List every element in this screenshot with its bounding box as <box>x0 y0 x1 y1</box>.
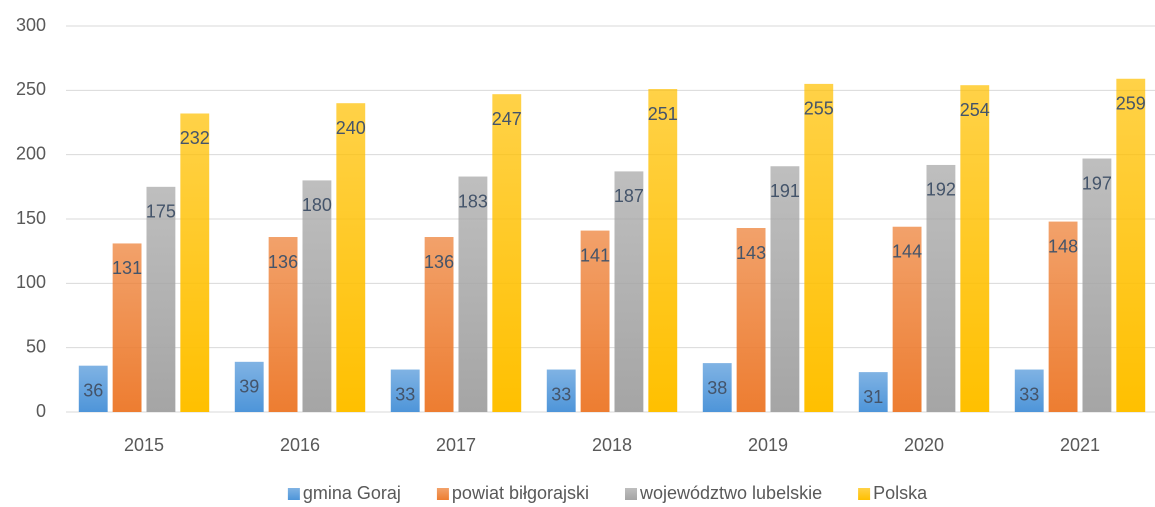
bar <box>1082 158 1112 412</box>
data-label: 144 <box>892 241 922 261</box>
bar <box>424 237 454 412</box>
y-tick-label: 300 <box>16 15 46 35</box>
bar <box>736 228 766 412</box>
data-label: 192 <box>926 180 956 200</box>
x-tick-label: 2021 <box>1060 435 1100 455</box>
bar <box>336 103 366 412</box>
data-label: 191 <box>770 181 800 201</box>
data-label: 187 <box>614 186 644 206</box>
y-tick-label: 50 <box>26 336 46 356</box>
legend-label: gmina Goraj <box>303 483 401 503</box>
y-tick-label: 150 <box>16 208 46 228</box>
legend-label: powiat biłgorajski <box>452 483 589 503</box>
x-tick-label: 2018 <box>592 435 632 455</box>
legend-swatch <box>625 488 637 500</box>
data-label: 33 <box>551 384 571 404</box>
bar <box>302 180 332 412</box>
bar <box>580 230 610 412</box>
x-tick-label: 2020 <box>904 435 944 455</box>
bar <box>234 361 264 412</box>
legend-swatch <box>287 488 300 500</box>
data-label: 39 <box>239 377 259 397</box>
bar <box>146 186 176 412</box>
bar <box>458 176 488 412</box>
data-label: 38 <box>707 378 727 398</box>
bar <box>804 83 834 413</box>
bar <box>546 369 576 412</box>
bar <box>78 365 108 412</box>
data-label: 36 <box>83 380 103 400</box>
y-tick-label: 0 <box>36 401 46 421</box>
data-label: 131 <box>112 258 142 278</box>
bar <box>492 94 522 413</box>
bar <box>112 243 142 412</box>
data-label: 255 <box>804 99 834 119</box>
legend-swatch <box>858 488 871 500</box>
data-label: 197 <box>1082 173 1112 193</box>
data-label: 232 <box>180 128 210 148</box>
y-tick-label: 250 <box>16 79 46 99</box>
data-label: 143 <box>736 243 766 263</box>
y-tick-label: 100 <box>16 272 46 292</box>
data-label: 180 <box>302 195 332 215</box>
bar <box>180 113 210 412</box>
data-label: 247 <box>492 109 522 129</box>
y-tick-label: 200 <box>16 143 46 163</box>
data-label: 31 <box>863 387 883 407</box>
bar <box>268 237 298 412</box>
data-label: 33 <box>395 384 415 404</box>
x-tick-label: 2015 <box>124 435 164 455</box>
legend: gmina Goraj powiat biłgorajski województwo… <box>287 483 928 503</box>
data-label: 148 <box>1048 236 1078 256</box>
bar <box>390 369 420 412</box>
bar <box>702 363 732 412</box>
bar <box>858 372 888 412</box>
x-tick-label: 2019 <box>748 435 788 455</box>
data-label: 254 <box>960 100 990 120</box>
bar <box>892 226 922 412</box>
data-label: 251 <box>648 104 678 124</box>
bar <box>960 85 990 412</box>
data-label: 259 <box>1116 94 1146 114</box>
x-tick-label: 2017 <box>436 435 476 455</box>
bar <box>1048 221 1078 412</box>
legend-swatch <box>436 488 449 500</box>
bar <box>1014 369 1044 412</box>
data-label: 136 <box>268 252 298 272</box>
data-label: 33 <box>1019 384 1039 404</box>
data-label: 136 <box>424 252 454 272</box>
data-label: 141 <box>580 245 610 265</box>
bar <box>1116 78 1146 413</box>
bar <box>648 89 678 413</box>
bar <box>770 166 800 412</box>
data-label: 175 <box>146 202 176 222</box>
data-label: 183 <box>458 191 488 211</box>
legend-label: Polska <box>873 483 928 503</box>
x-tick-label: 2016 <box>280 435 320 455</box>
bar <box>614 171 644 412</box>
bar <box>926 164 956 412</box>
legend-label: województwo lubelskie <box>639 483 822 503</box>
data-label: 240 <box>336 118 366 138</box>
